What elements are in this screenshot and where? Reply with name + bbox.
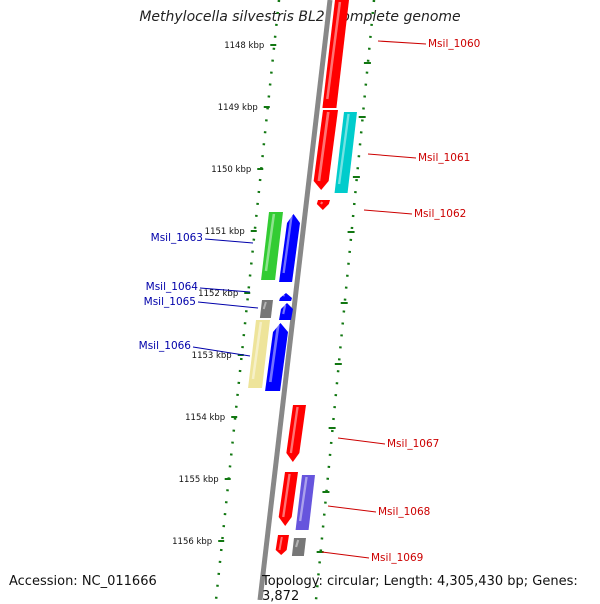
gene-msil-1064-shine (282, 294, 285, 297)
gene-msil-1066b-shine (268, 324, 280, 383)
ruler-tick-label: 1156 kbp (172, 537, 212, 547)
gene-label[interactable]: Msil_1063 (151, 232, 203, 244)
gene-msil-1065-body (259, 300, 273, 318)
gene-label[interactable]: Msil_1061 (418, 152, 470, 164)
gene-msil-1060-body (322, 0, 349, 108)
gene-msil-1067-body (286, 405, 306, 462)
gene-msil-1063b[interactable] (279, 214, 300, 282)
gene-label-leader (199, 287, 251, 293)
ruler-tick-label: 1155 kbp (179, 475, 219, 485)
gene-label[interactable]: Msil_1067 (387, 438, 439, 450)
gene-msil-1061b-body (334, 112, 357, 193)
gene-msil-1062-shine (320, 201, 324, 205)
ruler-tick-label: 1154 kbp (185, 413, 225, 423)
gene-msil-1066-shine (251, 321, 263, 380)
guide-dots-left (214, 0, 281, 600)
gene-msil-1068-shine (282, 473, 291, 518)
gene-msil-1067-shine (289, 406, 299, 454)
gene-msil-1069b-body (291, 538, 306, 556)
gene-msil-1069-shine (278, 536, 283, 551)
gene-msil-1068b-shine (298, 476, 308, 522)
ruler-tick-label: 1152 kbp (198, 289, 238, 299)
gene-label-leader (204, 238, 254, 244)
gene-msil-1061b-shine (337, 113, 350, 185)
gene-label[interactable]: Msil_1060 (428, 38, 480, 50)
gene-msil-1068b-body (295, 475, 315, 530)
gene-label-leader (377, 40, 427, 45)
gene-label-leader (367, 153, 417, 159)
gene-msil-1068b[interactable] (295, 475, 315, 530)
gene-label-leader (363, 209, 413, 215)
gene-msil-1060[interactable] (322, 0, 349, 108)
gene-label-leader (192, 346, 251, 357)
gene-msil-1063-body (261, 212, 283, 280)
gene-msil-1069[interactable] (275, 535, 289, 555)
gene-msil-1065b-shine (282, 304, 287, 315)
gene-label[interactable]: Msil_1065 (144, 296, 196, 308)
gene-msil-1065-shine (262, 301, 267, 310)
gene-msil-1063b-shine (282, 215, 293, 274)
gene-msil-1063[interactable] (261, 212, 283, 280)
gene-msil-1065b[interactable] (279, 303, 293, 320)
backbone-line (257, 0, 333, 600)
gene-msil-1062-body (316, 200, 330, 210)
gene-msil-1064[interactable] (279, 293, 292, 301)
gene-msil-1062[interactable] (316, 200, 330, 210)
gene-msil-1068[interactable] (278, 472, 298, 526)
ruler-tick-label: 1148 kbp (224, 41, 264, 51)
guide-dots-right (314, 0, 376, 600)
gene-label[interactable]: Msil_1066 (139, 340, 192, 352)
gene-msil-1063b-body (279, 214, 300, 282)
gene-msil-1066b-body (265, 323, 288, 391)
gene-label[interactable]: Msil_1062 (414, 208, 466, 220)
gene-msil-1061-body (313, 110, 338, 190)
gene-msil-1067[interactable] (286, 405, 306, 462)
gene-msil-1064-body (279, 293, 292, 301)
ruler-tick-label: 1150 kbp (211, 165, 251, 175)
gene-msil-1061[interactable] (313, 110, 338, 190)
ruler-tick-label: 1149 kbp (218, 103, 258, 113)
map-title: Methylocella silvestris BL2, complete ge… (139, 9, 461, 25)
gene-label[interactable]: Msil_1064 (146, 281, 199, 293)
gene-label-leader (321, 551, 370, 559)
ruler-tick-label: 1151 kbp (205, 227, 245, 237)
gene-label[interactable]: Msil_1069 (371, 552, 423, 564)
gene-msil-1069b-shine (295, 539, 300, 548)
gene-msil-1069-body (275, 535, 289, 555)
gene-msil-1066b[interactable] (265, 323, 288, 391)
gene-msil-1063-shine (264, 213, 276, 272)
ruler-tick-label: 1153 kbp (192, 351, 232, 361)
gene-msil-1068-body (278, 472, 298, 526)
gene-label-leader (197, 301, 259, 309)
gene-msil-1066-body (248, 320, 270, 388)
gene-msil-1065b-body (279, 303, 293, 320)
gene-msil-1069b[interactable] (291, 538, 306, 556)
accession-text: Accession: NC_011666 (9, 574, 157, 589)
gene-msil-1066[interactable] (248, 320, 270, 388)
gene-msil-1061-shine (317, 111, 330, 182)
gene-msil-1065[interactable] (259, 300, 273, 318)
gene-msil-1060-shine (326, 1, 342, 100)
gene-label[interactable]: Msil_1068 (378, 506, 430, 518)
gene-msil-1061b[interactable] (334, 112, 357, 193)
gene-label-leader (337, 437, 386, 445)
gene-label-leader (327, 505, 377, 513)
